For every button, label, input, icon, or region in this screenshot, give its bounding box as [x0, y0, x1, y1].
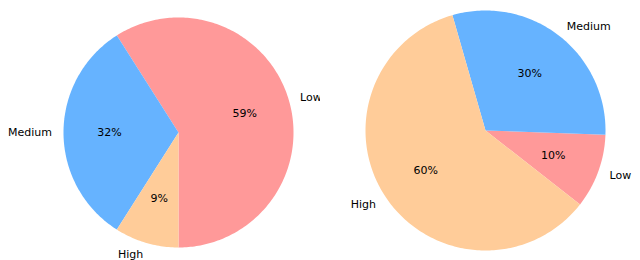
svg-text:Medium: Medium [8, 126, 52, 139]
svg-text:60%: 60% [414, 164, 438, 177]
svg-text:59%: 59% [233, 107, 257, 120]
svg-text:32%: 32% [97, 126, 121, 139]
svg-text:Medium: Medium [567, 20, 611, 33]
svg-text:High: High [351, 198, 376, 211]
svg-text:10%: 10% [541, 149, 565, 162]
svg-text:30%: 30% [518, 67, 542, 80]
svg-text:Low: Low [610, 169, 632, 182]
svg-text:9%: 9% [151, 192, 168, 205]
svg-text:Low: Low [300, 91, 322, 104]
svg-text:High: High [118, 247, 143, 260]
